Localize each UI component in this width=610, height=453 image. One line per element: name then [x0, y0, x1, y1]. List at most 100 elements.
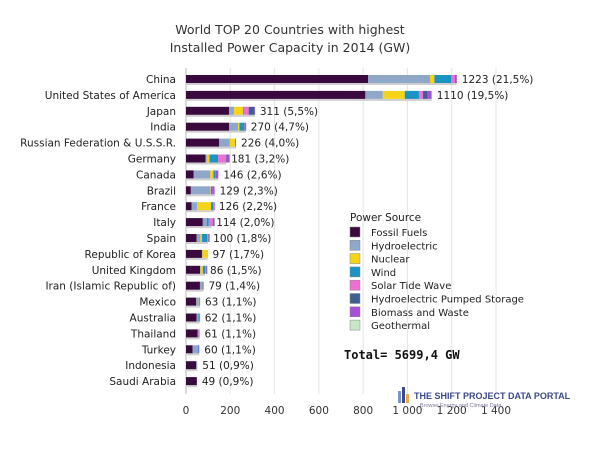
category-label: Russian Federation & U.S.S.R. [20, 138, 176, 150]
category-label: United Kingdom [92, 265, 176, 277]
bar-segment [198, 313, 200, 322]
bar-segment [186, 265, 201, 274]
bar-segment [365, 90, 383, 99]
bar-shadow [186, 130, 246, 133]
bar-segment [205, 265, 207, 274]
bar-segment [211, 186, 213, 195]
bar-segment [213, 170, 216, 179]
category-label: Italy [153, 217, 176, 229]
total-annotation: Total= 5699,4 GW [344, 348, 460, 362]
bar-segment [455, 75, 457, 83]
bar-segment [186, 345, 193, 354]
category-label: Spain [147, 233, 176, 245]
bar-shadow [186, 210, 214, 213]
bar-segment [430, 75, 435, 83]
bar-shadow [186, 178, 219, 181]
legend: Power Source Fossil Fuels Hydroelectric Nu… [349, 212, 524, 332]
legend-label: Biomass and Waste [371, 308, 469, 319]
bar-segment [190, 186, 211, 195]
bar-segment [199, 297, 200, 306]
bar-segment [213, 218, 215, 227]
value-label: 100 (1,8%) [213, 233, 271, 245]
bar-segment [229, 138, 236, 147]
bar-segment [198, 345, 200, 354]
legend-swatch [349, 279, 361, 291]
value-label: 60 (1,1%) [204, 344, 256, 356]
value-label: 226 (4,0%) [241, 138, 299, 150]
chart-title-line-2: Installed Power Capacity in 2014 (GW) [170, 40, 411, 55]
bar-segment [186, 297, 197, 306]
bar-segment [422, 90, 428, 99]
bar-segment [368, 75, 431, 83]
bar-segment [206, 265, 208, 274]
bar-segment [207, 249, 208, 258]
category-label: Republic of Korea [85, 249, 176, 261]
value-label: 311 (5,5%) [260, 106, 318, 118]
legend-label: Hydroelectric [371, 241, 438, 252]
category-label: China [146, 74, 176, 86]
bar-segment [186, 170, 194, 179]
bar-segment [196, 234, 201, 242]
value-label: 1223 (21,5%) [462, 74, 534, 86]
bar-segment [186, 329, 198, 338]
bar-segment [199, 297, 201, 306]
value-label: 86 (1,5%) [210, 265, 262, 277]
bar-segment [219, 138, 230, 147]
bar-segment [197, 329, 199, 338]
bar-segment [248, 106, 255, 115]
category-label: Indonesia [125, 360, 176, 372]
value-label: 126 (2,2%) [219, 201, 277, 213]
bar-segment [202, 265, 206, 274]
bar-segment [186, 138, 220, 147]
bar-segment [196, 313, 199, 322]
legend-label: Fossil Fuels [371, 228, 427, 239]
bar-segment [245, 122, 246, 131]
x-tick-label: 1 400 [481, 405, 511, 417]
legend-swatch [349, 293, 361, 304]
bar-segment [186, 218, 203, 227]
category-label: France [141, 201, 176, 213]
bar-segment [200, 234, 202, 242]
bar-segment [186, 234, 197, 242]
bar-segment [418, 90, 423, 99]
bar-segment [243, 106, 249, 115]
bar-segment [186, 90, 366, 99]
bar-shadow [186, 146, 237, 149]
bar-segment [193, 170, 211, 179]
bar-segment [218, 154, 227, 163]
bar-segment [209, 154, 219, 163]
bar-segment [212, 218, 214, 227]
category-label: Japan [146, 106, 176, 118]
value-label: 1110 (19,5%) [437, 90, 509, 102]
value-label: 62 (1,1%) [205, 313, 257, 325]
bar-segment [214, 202, 215, 211]
bar-segment [200, 265, 201, 274]
x-tick-label: 400 [265, 405, 285, 417]
category-label: United States of America [45, 90, 176, 102]
bar-segment [208, 234, 210, 242]
value-labels: 1223 (21,5%) 1110 (19,5%) 311 (5,5%) 270 (4… [202, 74, 534, 388]
bar-segment [229, 122, 239, 131]
bar-segment [206, 218, 209, 227]
bar-segment [244, 122, 246, 131]
legend-label: Hydroelectric Pumped Storage [371, 295, 524, 306]
x-tick-label: 1 000 [392, 405, 422, 417]
bar-segment [226, 154, 228, 163]
value-label: 51 (0,9%) [202, 360, 254, 372]
bar-segment [242, 106, 244, 115]
chart-title-line-1: World TOP 20 Countries with highest [175, 22, 405, 37]
bar-segment [186, 377, 197, 386]
logo-bar-1 [398, 391, 401, 403]
legend-label: Wind [371, 268, 396, 279]
bar-shadow [186, 305, 200, 308]
logo-bar-3 [406, 394, 409, 403]
bar-segment [205, 154, 207, 163]
bar-segment [196, 297, 199, 306]
bar-segment [197, 202, 212, 211]
bar-segment [199, 281, 203, 290]
bar-segment [186, 106, 230, 115]
logo-bar-2 [402, 387, 405, 403]
bar-segment [431, 90, 433, 99]
category-label: Germany [128, 154, 176, 166]
value-label: 63 (1,1%) [205, 297, 257, 309]
